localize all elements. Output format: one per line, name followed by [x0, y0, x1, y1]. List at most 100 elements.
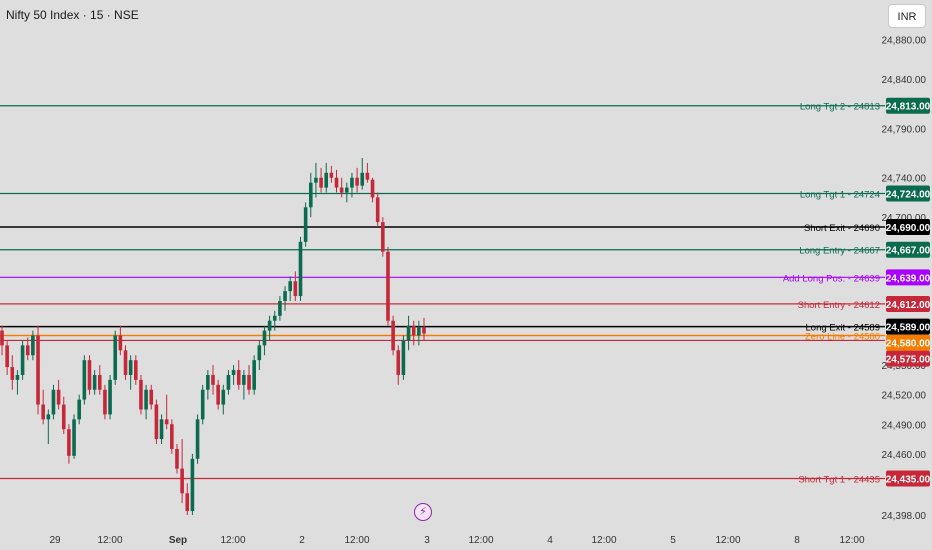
x-tick-label: 8 — [794, 535, 800, 546]
candle[interactable] — [417, 327, 421, 336]
candle[interactable] — [226, 374, 231, 390]
candle[interactable] — [247, 374, 251, 390]
candle[interactable] — [144, 389, 148, 410]
candle[interactable] — [350, 177, 354, 188]
candle[interactable] — [67, 429, 71, 456]
candle[interactable] — [319, 177, 323, 188]
candle[interactable] — [334, 177, 339, 188]
candle[interactable] — [257, 345, 262, 361]
candle[interactable] — [0, 330, 4, 346]
candle[interactable] — [345, 187, 349, 193]
candle[interactable] — [221, 389, 226, 405]
candle[interactable] — [185, 493, 190, 512]
candle[interactable] — [355, 177, 359, 186]
candle[interactable] — [370, 179, 375, 198]
candle[interactable] — [15, 374, 20, 380]
level-label: Long Tgt 1 - 24724 — [800, 190, 880, 201]
price-badge — [886, 334, 930, 351]
candle[interactable] — [252, 360, 256, 390]
candle[interactable] — [31, 335, 35, 356]
candle[interactable] — [87, 360, 92, 390]
candle[interactable] — [72, 419, 76, 456]
candle[interactable] — [231, 370, 236, 375]
candle[interactable] — [216, 384, 220, 405]
candle[interactable] — [20, 345, 25, 375]
candle[interactable] — [242, 374, 246, 385]
y-tick-label: 24,880.00 — [882, 36, 927, 47]
candle[interactable] — [339, 187, 344, 193]
candle[interactable] — [401, 340, 406, 375]
level-label: Long Tgt 2 - 24813 — [800, 102, 880, 113]
candle[interactable] — [77, 399, 81, 420]
candle[interactable] — [164, 419, 169, 425]
candle[interactable] — [190, 458, 195, 512]
candle[interactable] — [422, 327, 426, 334]
x-tick-label: Sep — [169, 535, 187, 546]
x-tick-label: 12:00 — [468, 535, 493, 546]
price-badge — [886, 318, 930, 335]
candle[interactable] — [180, 468, 184, 494]
candle[interactable] — [103, 389, 107, 415]
lightning-bolt-icon[interactable]: ⚡ — [414, 503, 432, 521]
candle[interactable] — [211, 374, 215, 385]
candle[interactable] — [314, 177, 318, 183]
candle[interactable] — [391, 320, 395, 351]
candle[interactable] — [25, 345, 30, 356]
candle[interactable] — [149, 389, 154, 405]
candle[interactable] — [262, 330, 267, 346]
candle[interactable] — [159, 419, 164, 440]
candle[interactable] — [406, 325, 411, 341]
candle[interactable] — [278, 300, 282, 316]
candle[interactable] — [365, 172, 370, 180]
candle[interactable] — [386, 251, 390, 321]
candle[interactable] — [154, 404, 159, 440]
candle[interactable] — [303, 207, 308, 242]
candle[interactable] — [108, 379, 112, 415]
candle[interactable] — [381, 222, 385, 252]
candle[interactable] — [123, 350, 128, 375]
candle[interactable] — [298, 241, 303, 297]
price-badge-label: 24,612.00 — [886, 300, 931, 311]
candle[interactable] — [375, 197, 380, 223]
candle[interactable] — [36, 335, 40, 405]
candle[interactable] — [411, 325, 416, 336]
candle[interactable] — [236, 370, 241, 385]
candle[interactable] — [5, 345, 9, 368]
x-tick-label: 3 — [424, 535, 430, 546]
candle[interactable] — [267, 320, 272, 331]
candle[interactable] — [324, 172, 329, 188]
y-tick-label: 24,740.00 — [882, 174, 927, 185]
currency-button[interactable]: INR — [888, 4, 926, 28]
candle[interactable] — [92, 374, 97, 390]
candle[interactable] — [118, 335, 123, 351]
candle[interactable] — [170, 424, 174, 449]
candle[interactable] — [128, 360, 133, 375]
candle[interactable] — [200, 389, 205, 420]
candle[interactable] — [139, 379, 143, 410]
candle[interactable] — [175, 448, 179, 469]
candle[interactable] — [272, 315, 277, 321]
candle[interactable] — [293, 281, 298, 297]
candle[interactable] — [288, 281, 292, 292]
candle[interactable] — [97, 374, 102, 390]
candle[interactable] — [41, 404, 45, 420]
candle[interactable] — [113, 335, 118, 380]
price-badge — [886, 350, 930, 367]
candle[interactable] — [360, 172, 365, 186]
price-badge — [886, 241, 930, 258]
candle[interactable] — [308, 182, 313, 208]
candle[interactable] — [56, 389, 61, 405]
candle[interactable] — [61, 404, 66, 430]
candle[interactable] — [396, 350, 401, 375]
candle[interactable] — [195, 419, 200, 459]
candle[interactable] — [206, 374, 210, 390]
price-badge-label: 24,690.00 — [886, 223, 931, 234]
candle[interactable] — [283, 291, 287, 301]
candle[interactable] — [134, 360, 138, 380]
candle[interactable] — [51, 389, 56, 415]
candle[interactable] — [329, 172, 334, 178]
candle[interactable] — [82, 360, 87, 400]
candle[interactable] — [46, 414, 51, 420]
candle[interactable] — [10, 367, 15, 380]
